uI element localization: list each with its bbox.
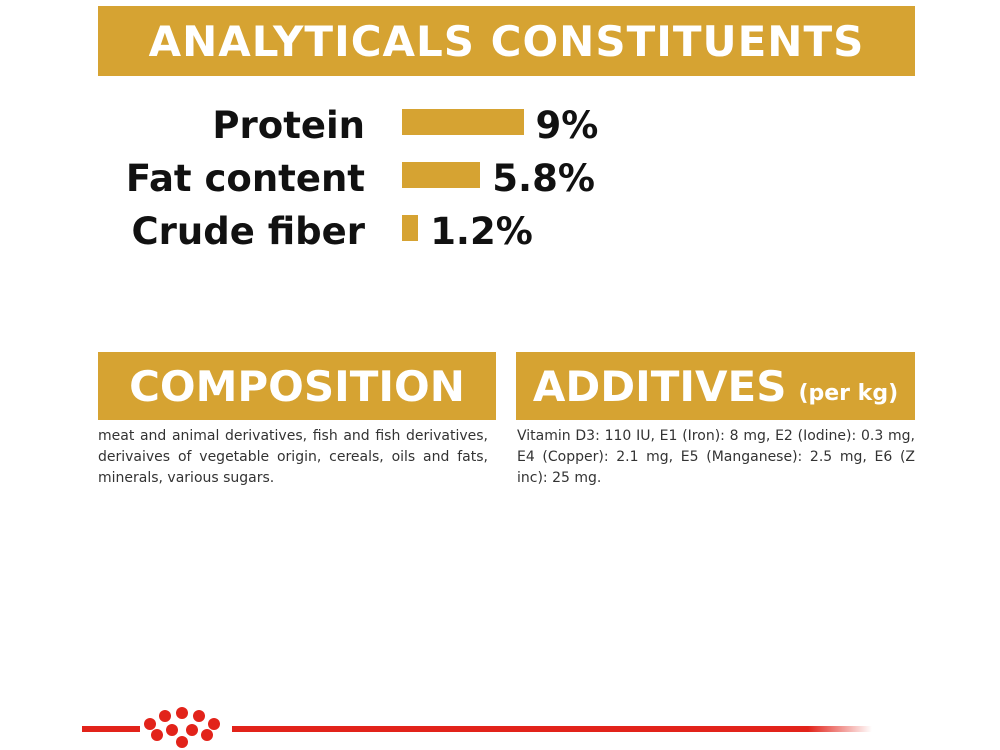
section-title: ANALYTICALS CONSTITUENTS — [98, 6, 915, 76]
value-label: 1.2% — [430, 210, 533, 253]
row-label: Fat content — [125, 157, 365, 200]
bar — [402, 215, 419, 241]
bar — [402, 109, 524, 135]
value-label: 9% — [535, 104, 599, 147]
value-label: 5.8% — [492, 157, 595, 200]
brand-line — [82, 726, 140, 732]
additives-title: ADDITIVES — [532, 361, 787, 411]
bar — [402, 162, 481, 188]
crown-icon — [144, 707, 220, 748]
composition-text: meat and animal derivatives, fish and fi… — [98, 428, 488, 486]
row-label: Protein — [212, 104, 365, 147]
brand-line — [232, 726, 872, 732]
section-title: ADDITIVES (per kg) — [516, 352, 915, 420]
additives-unit: (per kg) — [798, 380, 899, 406]
row-label: Crude fiber — [131, 210, 365, 253]
section-title: COMPOSITION — [98, 352, 496, 420]
additives-text: Vitamin D3: 110 IU, E1 (Iron): 8 mg, E2 … — [517, 428, 915, 486]
